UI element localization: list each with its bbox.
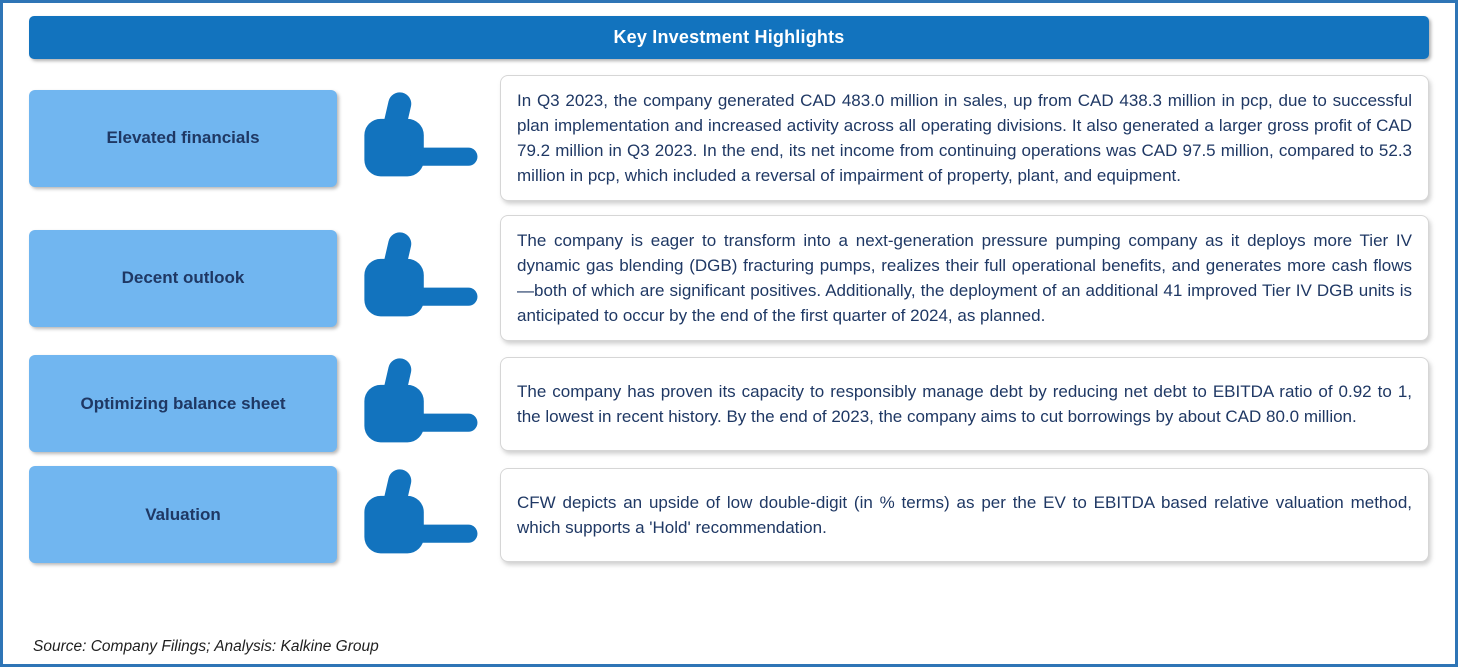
highlight-description-box: The company is eager to transform into a… — [500, 215, 1429, 341]
highlight-label-box: Optimizing balance sheet — [29, 355, 337, 452]
highlight-description-text: The company is eager to transform into a… — [517, 231, 1412, 325]
highlight-description-text: CFW depicts an upside of low double-digi… — [517, 492, 1412, 537]
highlight-label-box: Valuation — [29, 466, 337, 563]
hand-pointing-right-icon — [363, 468, 477, 553]
source-note: Source: Company Filings; Analysis: Kalki… — [33, 638, 379, 655]
highlight-row-optimizing-balance-sheet: Optimizing balance sheet The company has… — [29, 355, 1429, 452]
highlight-label-text: Decent outlook — [121, 268, 245, 287]
highlight-description-box: In Q3 2023, the company generated CAD 48… — [500, 75, 1429, 201]
highlight-description-text: In Q3 2023, the company generated CAD 48… — [517, 91, 1412, 185]
hand-pointing-right-icon — [363, 92, 477, 177]
hand-pointing-right-icon — [337, 232, 500, 324]
highlight-row-valuation: Valuation CFW depicts an upside of low d… — [29, 466, 1429, 563]
hand-pointing-right-icon — [337, 468, 500, 561]
highlight-row-elevated-financials: Elevated financials In Q3 2023, the comp… — [29, 75, 1429, 201]
highlight-row-decent-outlook: Decent outlook The company is eager to t… — [29, 215, 1429, 341]
page-title: Key Investment Highlights — [29, 16, 1429, 59]
highlight-label-text: Elevated financials — [106, 128, 260, 147]
hand-pointing-right-icon — [363, 232, 477, 317]
highlight-label-text: Optimizing balance sheet — [80, 393, 286, 413]
hand-pointing-right-icon — [363, 357, 477, 442]
highlights-list: Elevated financials In Q3 2023, the comp… — [29, 75, 1429, 563]
highlight-description-text: The company has proven its capacity to r… — [517, 381, 1412, 426]
highlight-label-box: Elevated financials — [29, 89, 337, 187]
highlight-description-box: CFW depicts an upside of low double-digi… — [500, 467, 1429, 562]
highlight-description-box: The company has proven its capacity to r… — [500, 356, 1429, 451]
highlight-label-box: Decent outlook — [29, 229, 337, 327]
highlight-label-text: Valuation — [145, 504, 221, 524]
hand-pointing-right-icon — [337, 357, 500, 450]
hand-pointing-right-icon — [337, 92, 500, 184]
